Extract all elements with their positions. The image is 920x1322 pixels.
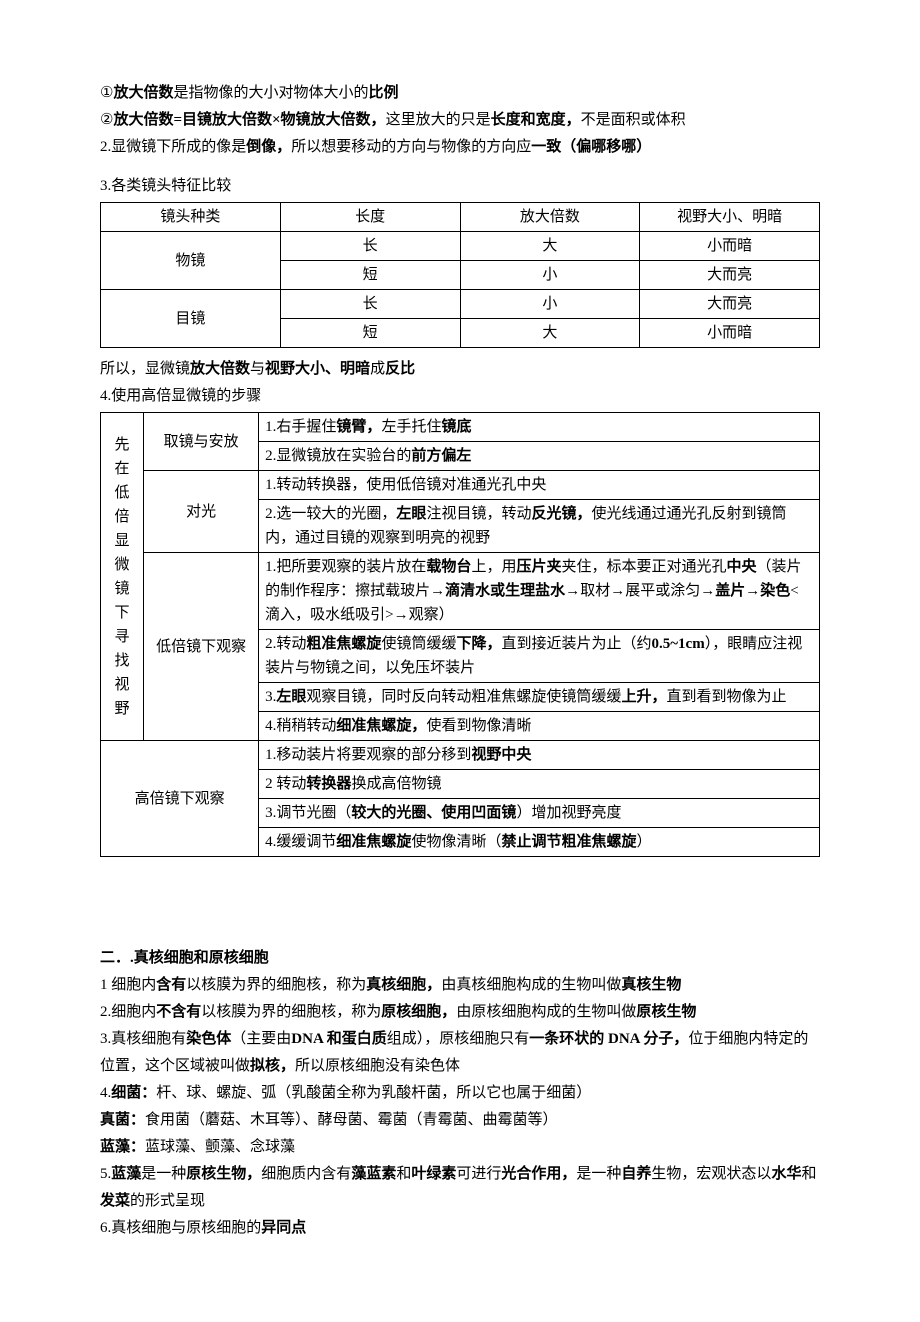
td: 1.移动装片将要观察的部分移到视野中央 (259, 741, 820, 770)
text-line: 4.细菌：杆、球、螺旋、弧（乳酸菌全称为乳酸杆菌，所以它也属于细菌） (100, 1080, 820, 1107)
th: 镜头种类 (101, 203, 281, 232)
text-line: 2.显微镜下所成的像是倒像，所以想要移动的方向与物像的方向应一致（偏哪移哪） (100, 134, 820, 161)
td: 4.稍稍转动细准焦螺旋，使看到物像清晰 (259, 712, 820, 741)
td: 4.缓缓调节细准焦螺旋使物像清晰（禁止调节粗准焦螺旋） (259, 828, 820, 857)
section-title: 二．.真核细胞和原核细胞 (100, 945, 820, 972)
td: 短 (280, 261, 460, 290)
text-line: ②放大倍数=目镜放大倍数×物镜放大倍数，这里放大的只是长度和宽度，不是面积或体积 (100, 107, 820, 134)
td: 3.调节光圈（较大的光圈、使用凹面镜）增加视野亮度 (259, 799, 820, 828)
td: 短 (280, 319, 460, 348)
text-line: 6.真核细胞与原核细胞的异同点 (100, 1215, 820, 1242)
td: 大 (460, 232, 640, 261)
td: 2.显微镜放在实验台的前方偏左 (259, 442, 820, 471)
td: 2.选一较大的光圈，左眼注视目镜，转动反光镜，使光线通过通光孔反射到镜筒内，通过… (259, 500, 820, 553)
td: 长 (280, 290, 460, 319)
td: 小 (460, 290, 640, 319)
td: 大而亮 (640, 290, 820, 319)
text-line: 真菌：食用菌（蘑菇、木耳等）、酵母菌、霉菌（青霉菌、曲霉菌等） (100, 1107, 820, 1134)
td: 2 转动转换器换成高倍物镜 (259, 770, 820, 799)
td: 大 (460, 319, 640, 348)
td: 2.转动粗准焦螺旋使镜筒缓缓下降，直到接近装片为止（约0.5~1cm），眼睛应注… (259, 630, 820, 683)
td: 取镜与安放 (144, 413, 259, 471)
td: 1.转动转换器，使用低倍镜对准通光孔中央 (259, 471, 820, 500)
td: 高倍镜下观察 (101, 741, 259, 857)
text-line: 5.蓝藻是一种原核生物，细胞质内含有藻蓝素和叶绿素可进行光合作用，是一种自养生物… (100, 1161, 820, 1215)
td: 1.把所要观察的装片放在载物台上，用压片夹夹住，标本要正对通光孔中央（装片的制作… (259, 553, 820, 630)
td: 物镜 (101, 232, 281, 290)
text-line: 所以，显微镜放大倍数与视野大小、明暗成反比 (100, 356, 820, 383)
td: 1.右手握住镜臂，左手托住镜底 (259, 413, 820, 442)
th: 放大倍数 (460, 203, 640, 232)
td: 目镜 (101, 290, 281, 348)
text-line: 3.真核细胞有染色体（主要由DNA 和蛋白质组成），原核细胞只有一条环状的 DN… (100, 1026, 820, 1080)
text-line: 蓝藻：蓝球藻、颤藻、念球藻 (100, 1134, 820, 1161)
td: 大而亮 (640, 261, 820, 290)
td: 3.左眼观察目镜，同时反向转动粗准焦螺旋使镜筒缓缓上升，直到看到物像为止 (259, 683, 820, 712)
table-caption: 3.各类镜头特征比较 (100, 173, 820, 200)
th: 长度 (280, 203, 460, 232)
td: 长 (280, 232, 460, 261)
steps-table: 先在低倍显微镜下寻找视野 取镜与安放 1.右手握住镜臂，左手托住镜底 2.显微镜… (100, 412, 820, 857)
td: 先在低倍显微镜下寻找视野 (101, 413, 144, 741)
td: 小 (460, 261, 640, 290)
lens-table: 镜头种类 长度 放大倍数 视野大小、明暗 物镜 长 大 小而暗 短 小 大而亮 … (100, 202, 820, 348)
td: 低倍镜下观察 (144, 553, 259, 741)
td: 对光 (144, 471, 259, 553)
text-line: ①放大倍数是指物像的大小对物体大小的比例 (100, 80, 820, 107)
td: 小而暗 (640, 232, 820, 261)
table-caption: 4.使用高倍显微镜的步骤 (100, 383, 820, 410)
th: 视野大小、明暗 (640, 203, 820, 232)
text-line: 2.细胞内不含有以核膜为界的细胞核，称为原核细胞，由原核细胞构成的生物叫做原核生… (100, 999, 820, 1026)
text-line: 1 细胞内含有以核膜为界的细胞核，称为真核细胞，由真核细胞构成的生物叫做真核生物 (100, 972, 820, 999)
td: 小而暗 (640, 319, 820, 348)
